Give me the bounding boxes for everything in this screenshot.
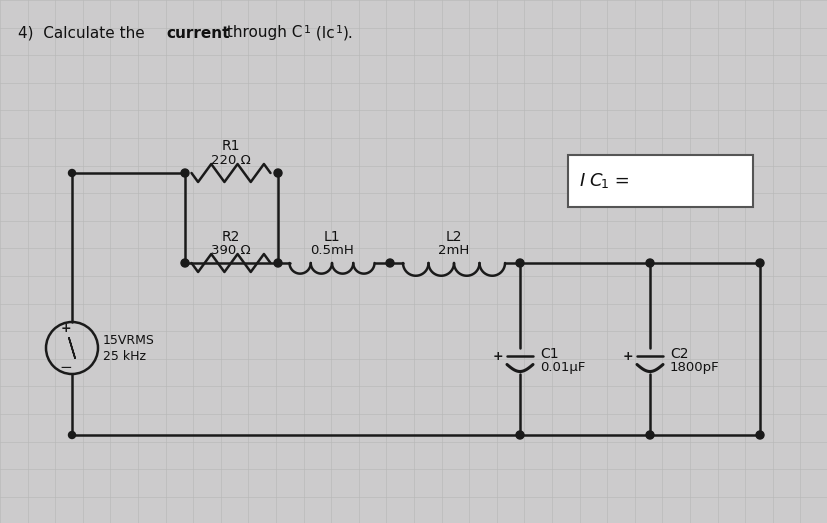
Circle shape bbox=[515, 431, 523, 439]
Text: +: + bbox=[492, 350, 503, 363]
Text: 4)  Calculate the: 4) Calculate the bbox=[18, 26, 150, 40]
Text: I: I bbox=[579, 172, 585, 190]
Text: 390 Ω: 390 Ω bbox=[211, 244, 251, 257]
Text: C1: C1 bbox=[539, 347, 558, 361]
Circle shape bbox=[181, 169, 189, 177]
Circle shape bbox=[274, 259, 282, 267]
Text: 1: 1 bbox=[336, 25, 342, 35]
Text: L1: L1 bbox=[323, 230, 340, 244]
Text: 1800pF: 1800pF bbox=[669, 361, 719, 374]
Circle shape bbox=[274, 169, 282, 177]
Text: C: C bbox=[588, 172, 601, 190]
Circle shape bbox=[385, 259, 394, 267]
Text: 1: 1 bbox=[304, 25, 311, 35]
Text: 1: 1 bbox=[600, 178, 608, 191]
Text: C2: C2 bbox=[669, 347, 688, 361]
Text: 15VRMS: 15VRMS bbox=[103, 334, 155, 347]
Text: =: = bbox=[609, 172, 629, 190]
Text: 2mH: 2mH bbox=[437, 244, 469, 257]
Circle shape bbox=[755, 259, 763, 267]
Circle shape bbox=[515, 259, 523, 267]
Circle shape bbox=[755, 431, 763, 439]
Text: ).: ). bbox=[342, 26, 353, 40]
Text: 25 kHz: 25 kHz bbox=[103, 349, 146, 362]
Circle shape bbox=[69, 431, 75, 438]
Text: (Ic: (Ic bbox=[311, 26, 334, 40]
Circle shape bbox=[645, 431, 653, 439]
FancyBboxPatch shape bbox=[567, 155, 752, 207]
Text: current: current bbox=[165, 26, 229, 40]
Text: +: + bbox=[60, 323, 71, 335]
Text: +: + bbox=[622, 350, 633, 363]
Text: R1: R1 bbox=[222, 139, 240, 153]
Text: 0.5mH: 0.5mH bbox=[310, 244, 353, 257]
Text: R2: R2 bbox=[222, 230, 240, 244]
Text: 220 Ω: 220 Ω bbox=[211, 153, 251, 166]
Circle shape bbox=[181, 259, 189, 267]
Circle shape bbox=[645, 259, 653, 267]
Text: through C: through C bbox=[222, 26, 302, 40]
Text: L2: L2 bbox=[445, 230, 461, 244]
Text: 0.01μF: 0.01μF bbox=[539, 361, 585, 374]
Text: −: − bbox=[60, 359, 72, 374]
Circle shape bbox=[69, 169, 75, 176]
